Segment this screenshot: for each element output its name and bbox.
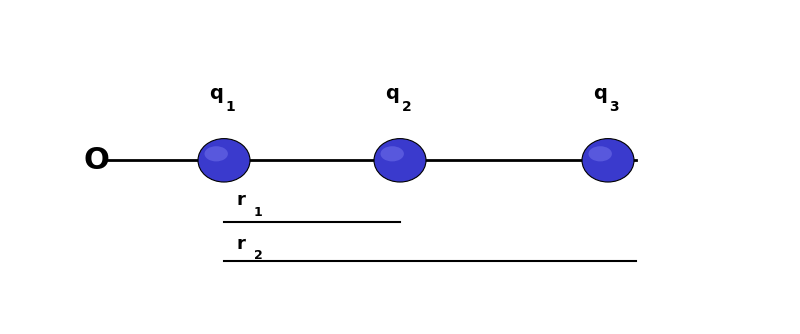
Ellipse shape <box>381 146 404 161</box>
Text: 2: 2 <box>402 100 411 114</box>
Ellipse shape <box>374 139 426 182</box>
Text: q: q <box>385 84 399 103</box>
Text: r: r <box>236 191 245 209</box>
Text: r: r <box>236 235 245 253</box>
Ellipse shape <box>205 146 228 161</box>
Ellipse shape <box>589 146 612 161</box>
Text: O: O <box>83 146 109 175</box>
Text: 1: 1 <box>226 100 235 114</box>
Text: q: q <box>209 84 223 103</box>
Text: 1: 1 <box>254 206 262 218</box>
Ellipse shape <box>198 139 250 182</box>
Text: 3: 3 <box>610 100 619 114</box>
Text: 2: 2 <box>254 249 262 262</box>
Ellipse shape <box>582 139 634 182</box>
Text: q: q <box>593 84 607 103</box>
